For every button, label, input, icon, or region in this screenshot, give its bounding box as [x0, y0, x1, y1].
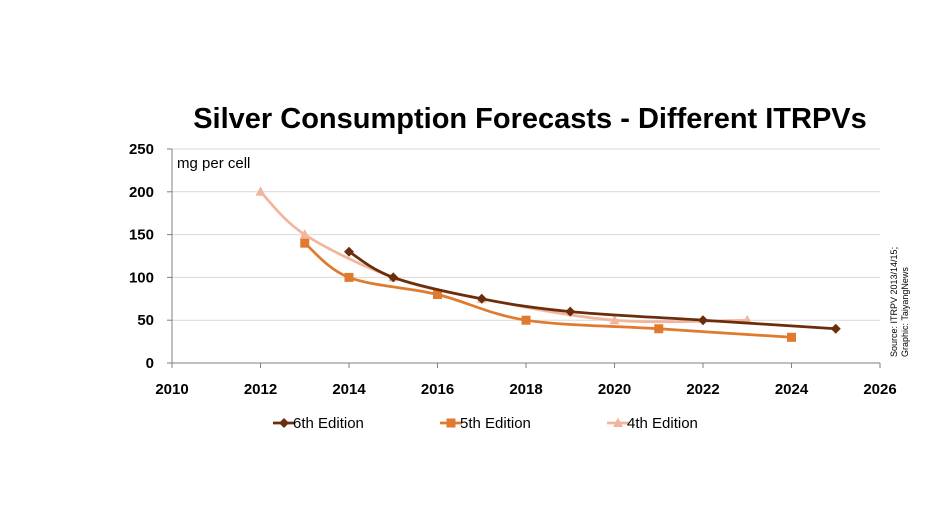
x-tick-label-2026: 2026 [863, 381, 896, 398]
gridlines [172, 148, 880, 321]
y-tick-label-200: 200 [129, 184, 154, 201]
y-axis-ticks: 0 50 100 150 200 250 [129, 141, 154, 372]
source-line-2: Graphic: TaiyangNews [900, 267, 910, 357]
x-tick-label-2010: 2010 [155, 381, 188, 398]
point-4th-edition-2012 [255, 186, 266, 196]
point-5th-edition-2021 [654, 324, 664, 334]
series-line-5th-edition [303, 242, 792, 339]
y-tick-label-150: 150 [129, 227, 154, 244]
series-lines [255, 186, 841, 342]
legend-marker-6th-edition [279, 418, 289, 428]
y-tick-label-0: 0 [146, 355, 154, 372]
point-5th-edition-2024 [787, 332, 796, 342]
point-6th-edition-2019 [565, 306, 576, 317]
legend-label-5th-edition: 5th Edition [460, 415, 531, 432]
point-6th-edition-2014 [344, 246, 354, 257]
x-tick-label-2016: 2016 [421, 381, 454, 398]
x-tick-label-2012: 2012 [244, 381, 277, 398]
point-4th-edition-2013 [299, 229, 310, 239]
legend-label-4th-edition: 4th Edition [627, 415, 698, 432]
source-note: Source: ITRPV 2013/14/15; Graphic: Taiya… [889, 247, 910, 357]
legend: 6th Edition 5th Edition 4th Edition [273, 415, 698, 432]
point-5th-edition-2018 [521, 315, 531, 325]
x-tick-label-2014: 2014 [332, 381, 366, 398]
legend-marker-4th-edition [613, 417, 623, 427]
point-5th-edition-2013 [300, 238, 310, 248]
axes [167, 148, 881, 368]
unit-label: mg per cell [177, 155, 250, 172]
legend-label-6th-edition: 6th Edition [293, 415, 364, 432]
y-tick-label-100: 100 [129, 269, 154, 286]
x-tick-label-2024: 2024 [775, 381, 809, 398]
x-tick-label-2022: 2022 [686, 381, 719, 398]
x-tick-label-2020: 2020 [598, 381, 631, 398]
point-6th-edition-2022 [698, 315, 708, 326]
y-tick-label-250: 250 [129, 141, 154, 158]
y-tick-label-50: 50 [137, 312, 154, 329]
point-6th-edition-2015 [388, 272, 399, 283]
x-axis-ticks: 2010 2012 2014 2016 2018 2020 2022 2024 2026 [155, 381, 896, 398]
point-4th-edition-2020 [609, 314, 620, 325]
point-5th-edition-2014 [344, 272, 354, 282]
point-6th-edition-2017 [476, 293, 487, 304]
chart-title: Silver Consumption Forecasts - Different… [193, 103, 867, 135]
point-6th-edition-2025 [830, 323, 841, 334]
point-5th-edition-2016 [433, 290, 442, 300]
x-tick-label-2018: 2018 [509, 381, 542, 398]
legend-marker-5th-edition [446, 418, 456, 428]
source-line-1: Source: ITRPV 2013/14/15; [889, 247, 899, 357]
